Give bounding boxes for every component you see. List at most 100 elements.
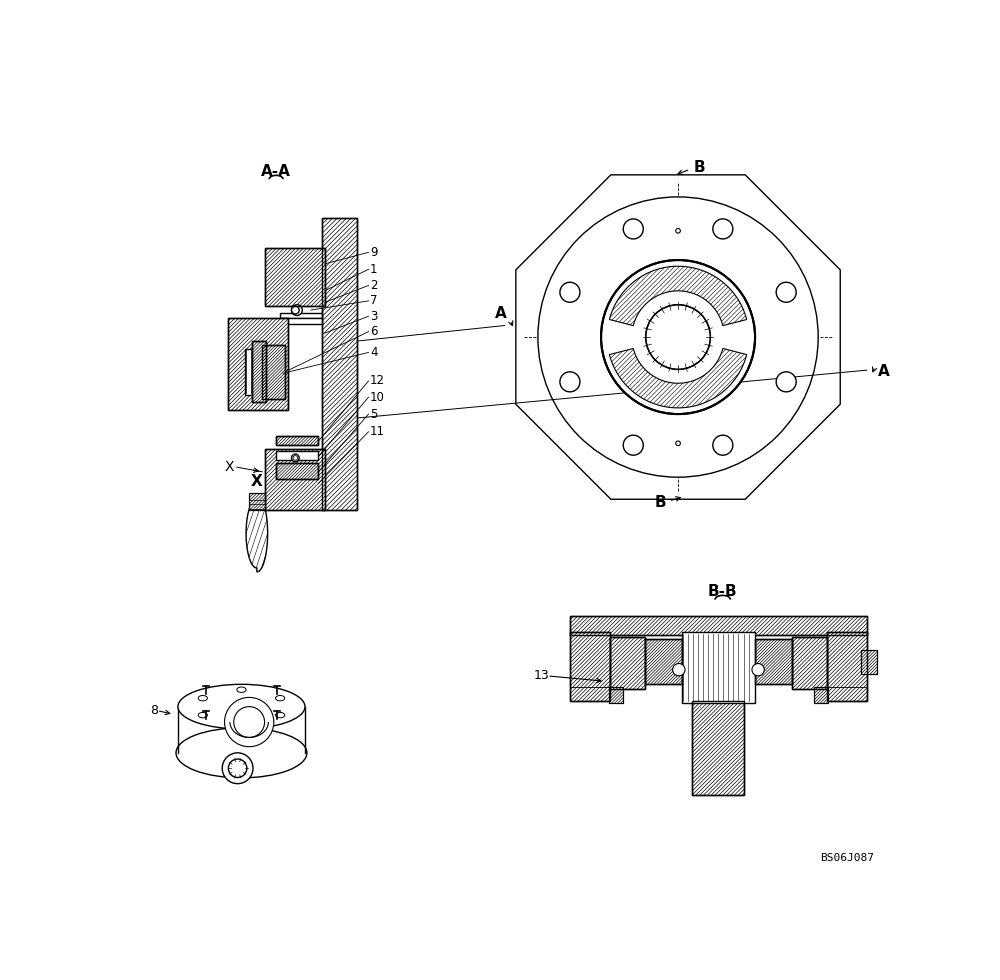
Circle shape <box>292 305 302 316</box>
Bar <box>280 318 322 324</box>
Bar <box>276 435 318 445</box>
Circle shape <box>560 282 580 302</box>
Circle shape <box>673 663 685 676</box>
Text: 4: 4 <box>370 346 378 359</box>
Text: 8: 8 <box>151 704 159 717</box>
Polygon shape <box>516 174 840 499</box>
Bar <box>682 632 755 703</box>
Circle shape <box>752 663 764 676</box>
Bar <box>228 318 288 411</box>
Ellipse shape <box>198 712 207 717</box>
Bar <box>262 345 285 399</box>
Bar <box>276 435 318 445</box>
Bar <box>265 449 325 511</box>
Circle shape <box>623 219 643 239</box>
Text: 12: 12 <box>370 374 385 387</box>
Ellipse shape <box>176 728 307 778</box>
Text: X: X <box>251 473 263 489</box>
Bar <box>570 632 610 702</box>
Bar <box>692 702 744 795</box>
Bar <box>861 651 877 673</box>
Bar <box>249 493 265 511</box>
Bar <box>265 249 325 306</box>
Text: 10: 10 <box>370 391 385 404</box>
Bar <box>792 637 827 689</box>
Text: B-B: B-B <box>708 584 738 599</box>
Text: 11: 11 <box>370 425 385 438</box>
Circle shape <box>713 219 733 239</box>
Ellipse shape <box>237 687 246 693</box>
Bar <box>610 637 645 689</box>
Text: 5: 5 <box>370 408 377 420</box>
Bar <box>755 639 792 684</box>
Bar <box>252 341 266 403</box>
Bar <box>814 687 828 703</box>
Bar <box>792 637 827 689</box>
Bar <box>645 639 682 684</box>
Bar <box>276 451 318 461</box>
Circle shape <box>646 305 710 369</box>
Bar <box>280 314 322 318</box>
Circle shape <box>292 454 299 462</box>
Bar <box>610 637 645 689</box>
Circle shape <box>601 260 755 414</box>
Circle shape <box>776 282 796 302</box>
Text: B: B <box>655 495 666 511</box>
Bar <box>276 463 318 479</box>
Bar <box>645 639 682 684</box>
Circle shape <box>293 456 298 461</box>
Bar <box>609 687 623 703</box>
Bar <box>252 341 266 403</box>
Bar <box>276 463 318 479</box>
Polygon shape <box>609 349 747 408</box>
Bar <box>276 463 318 479</box>
Bar <box>265 449 325 511</box>
Bar <box>228 318 288 411</box>
Text: 9: 9 <box>370 246 378 259</box>
Bar <box>322 218 357 511</box>
Bar <box>570 632 610 702</box>
Bar <box>276 435 318 445</box>
Bar <box>814 687 828 703</box>
Text: BS06J087: BS06J087 <box>820 853 874 863</box>
Bar <box>262 345 285 399</box>
Circle shape <box>225 698 274 747</box>
Text: 3: 3 <box>370 310 377 322</box>
Text: 7: 7 <box>370 294 378 308</box>
Polygon shape <box>246 495 268 572</box>
Bar <box>265 449 325 511</box>
Circle shape <box>776 371 796 392</box>
Ellipse shape <box>276 696 285 701</box>
Bar <box>861 651 877 673</box>
Text: B: B <box>693 160 705 175</box>
Bar <box>322 218 357 511</box>
Bar <box>609 687 623 703</box>
Bar <box>265 249 325 306</box>
Bar <box>827 632 867 702</box>
Circle shape <box>713 435 733 455</box>
Text: 6: 6 <box>370 325 378 338</box>
Ellipse shape <box>237 721 246 726</box>
Text: 13: 13 <box>534 669 550 682</box>
Circle shape <box>292 306 299 314</box>
Polygon shape <box>609 349 747 408</box>
Bar <box>249 493 265 511</box>
Bar <box>228 318 288 411</box>
Circle shape <box>234 707 265 737</box>
Bar <box>692 702 744 795</box>
Bar <box>252 341 266 403</box>
Bar <box>610 637 645 689</box>
Text: 2: 2 <box>370 279 378 292</box>
Bar <box>570 615 867 635</box>
Bar <box>570 615 867 635</box>
Circle shape <box>222 753 253 784</box>
Bar <box>827 632 867 702</box>
Polygon shape <box>609 267 747 325</box>
Circle shape <box>538 197 818 477</box>
Bar <box>265 249 325 306</box>
Circle shape <box>623 435 643 455</box>
Text: X: X <box>224 461 234 474</box>
Bar <box>645 639 682 684</box>
Bar <box>861 651 877 673</box>
Ellipse shape <box>276 712 285 717</box>
